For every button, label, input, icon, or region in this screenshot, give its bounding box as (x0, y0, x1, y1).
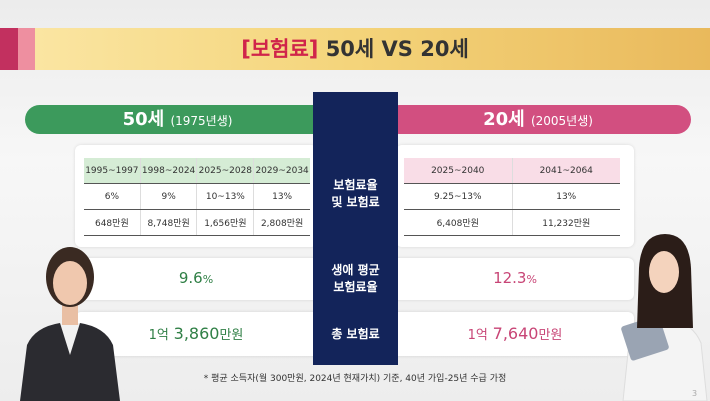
age: 50세 (122, 109, 165, 130)
table-header: 1998~2024 (139, 158, 197, 184)
value: 9.6 (178, 269, 203, 287)
center-label: 생애 평균 보험료율 (331, 263, 380, 294)
table-row: 648만원 8,748만원 1,656만원 2,808만원 (84, 209, 310, 236)
table-row: 6,408만원 11,232만원 (404, 209, 620, 236)
table-cell: 6,408만원 (404, 209, 512, 236)
footnote: * 평균 소득자(월 300만원, 2024년 현재가치) 기준, 40년 가입… (203, 374, 507, 384)
table-cell: 10~13% (196, 183, 254, 210)
table-cell: 9% (139, 183, 197, 210)
table-row: 6% 9% 10~13% 13% (84, 183, 310, 210)
unit: % (526, 273, 537, 286)
right-avg: 12.3% (396, 269, 634, 287)
title-rest: 50세 VS 20세 (325, 37, 469, 61)
prefix: 1억 (467, 328, 488, 343)
left-pill: 50세 (1975년생) (25, 105, 330, 134)
value: 3,860 (173, 324, 220, 343)
title-highlight: [보험료] (241, 37, 319, 61)
unit: 만원 (538, 328, 563, 343)
table-cell: 6% (84, 183, 141, 210)
stripe (0, 28, 18, 70)
table-header: 2029~2034 (253, 158, 310, 184)
left-avg: 9.6% (75, 269, 317, 287)
table-cell: 11,232만원 (511, 209, 620, 236)
right-pill: 20세 (2005년생) (385, 105, 691, 134)
unit: % (202, 273, 214, 286)
table-cell: 2,808만원 (253, 209, 310, 236)
banner (0, 28, 710, 70)
left-table: 1995~1997 1998~2024 2025~2028 2029~2034 6% 9%… (84, 158, 310, 236)
center-label: 보험료율 및 보험료 (331, 178, 380, 209)
right-total: 1억 7,640만원 (396, 324, 634, 343)
table-cell: 8,748만원 (139, 209, 197, 236)
table-row: 9.25~13% 13% (404, 183, 620, 210)
table-cell: 13% (511, 183, 620, 210)
page-number: 3 (692, 389, 698, 398)
age: 20세 (483, 109, 525, 130)
birth: (1975년생) (170, 114, 233, 128)
birth: (2005년생) (530, 114, 593, 128)
table-header: 2041~2064 (511, 158, 620, 184)
center-label: 총 보험료 (331, 327, 380, 341)
table-cell: 1,656만원 (196, 209, 254, 236)
table-header-row: 1995~1997 1998~2024 2025~2028 2029~2034 (84, 158, 310, 184)
stripe (18, 28, 35, 70)
unit: 만원 (219, 328, 244, 343)
center-column (313, 92, 398, 365)
person-left (20, 247, 120, 401)
title: [보험료] 50세 VS 20세 (0, 28, 710, 70)
right-table: 2025~2040 2041~2064 9.25~13% 13% 6,408만원 11,2… (404, 158, 620, 236)
table-header: 1995~1997 (84, 158, 141, 184)
person-right (621, 234, 708, 401)
value: 12.3 (493, 269, 527, 287)
table-header: 2025~2028 (196, 158, 254, 184)
table-header-row: 2025~2040 2041~2064 (404, 158, 620, 184)
value: 7,640 (492, 324, 539, 343)
table-cell: 13% (253, 183, 310, 210)
prefix: 1억 (148, 328, 169, 343)
table-cell: 9.25~13% (404, 183, 512, 210)
table-cell: 648만원 (84, 209, 141, 236)
left-total: 1억 3,860만원 (75, 324, 317, 343)
table-header: 2025~2040 (404, 158, 512, 184)
